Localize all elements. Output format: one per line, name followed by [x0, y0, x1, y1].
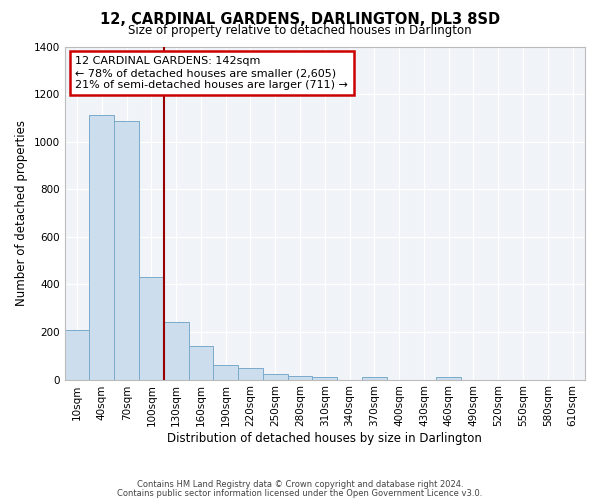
Bar: [65, 330, 89, 380]
Bar: [188, 346, 214, 380]
Bar: [89, 116, 114, 380]
Bar: [436, 377, 461, 380]
Bar: [114, 122, 139, 380]
Text: Contains public sector information licensed under the Open Government Licence v3: Contains public sector information licen…: [118, 490, 482, 498]
Text: Size of property relative to detached houses in Darlington: Size of property relative to detached ho…: [128, 24, 472, 37]
Bar: [214, 366, 238, 380]
Bar: [164, 322, 188, 380]
Bar: [313, 377, 337, 380]
Y-axis label: Number of detached properties: Number of detached properties: [15, 120, 28, 306]
Text: Contains HM Land Registry data © Crown copyright and database right 2024.: Contains HM Land Registry data © Crown c…: [137, 480, 463, 489]
Bar: [362, 377, 387, 380]
Bar: [238, 368, 263, 380]
Text: 12 CARDINAL GARDENS: 142sqm
← 78% of detached houses are smaller (2,605)
21% of : 12 CARDINAL GARDENS: 142sqm ← 78% of det…: [75, 56, 348, 90]
Bar: [263, 374, 287, 380]
X-axis label: Distribution of detached houses by size in Darlington: Distribution of detached houses by size …: [167, 432, 482, 445]
Bar: [139, 278, 164, 380]
Bar: [287, 376, 313, 380]
Text: 12, CARDINAL GARDENS, DARLINGTON, DL3 8SD: 12, CARDINAL GARDENS, DARLINGTON, DL3 8S…: [100, 12, 500, 28]
